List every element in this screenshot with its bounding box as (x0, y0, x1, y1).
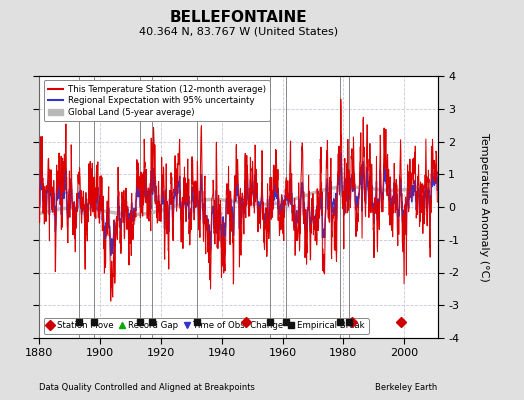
Text: Berkeley Earth: Berkeley Earth (375, 383, 438, 392)
Y-axis label: Temperature Anomaly (°C): Temperature Anomaly (°C) (478, 133, 488, 281)
Text: BELLEFONTAINE: BELLEFONTAINE (170, 10, 307, 25)
Legend: Station Move, Record Gap, Time of Obs. Change, Empirical Break: Station Move, Record Gap, Time of Obs. C… (43, 318, 368, 334)
Text: 40.364 N, 83.767 W (United States): 40.364 N, 83.767 W (United States) (139, 26, 338, 36)
Text: Data Quality Controlled and Aligned at Breakpoints: Data Quality Controlled and Aligned at B… (39, 383, 255, 392)
